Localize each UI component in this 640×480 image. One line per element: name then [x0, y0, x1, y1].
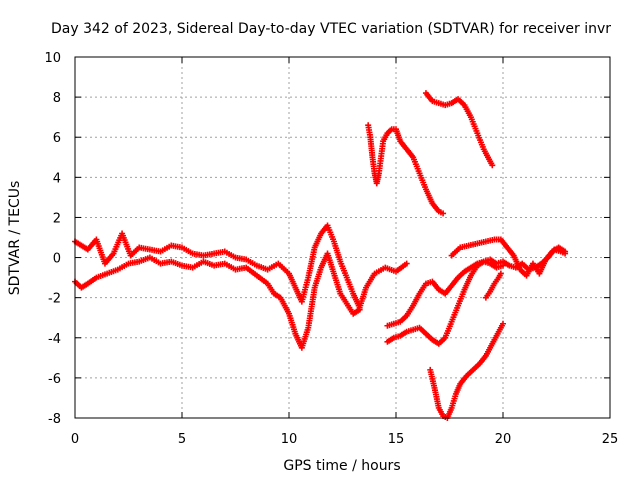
- series-main-band-upper: [72, 222, 410, 311]
- y-tick-label: -2: [48, 292, 61, 307]
- series-arc-lower-left: [384, 258, 506, 329]
- data-point: [403, 260, 410, 267]
- y-tick-label: 2: [53, 211, 61, 226]
- data-point: [356, 306, 363, 313]
- y-tick-label: 10: [44, 51, 61, 66]
- plot-frame: [74, 56, 611, 419]
- y-tick-label: 8: [53, 91, 61, 106]
- y-tick-label: 4: [53, 171, 61, 186]
- y-tick-label: 0: [53, 252, 61, 267]
- series-arc-top-right: [422, 90, 496, 169]
- y-tick-label: -6: [48, 372, 61, 387]
- data-point: [440, 210, 447, 217]
- x-tick-label: 0: [71, 432, 79, 447]
- axis-ticks: 0 5 10 15 20 25 -8 -6 -4 -2 0 2 4 6 8 10: [44, 51, 618, 447]
- y-axis-label: SDTVAR / TECUs: [7, 181, 23, 296]
- chart-title: Day 342 of 2023, Sidereal Day-to-day VTE…: [51, 21, 611, 37]
- x-tick-label: 10: [281, 432, 298, 447]
- data-point: [562, 248, 569, 255]
- series-arc-bottom: [427, 320, 506, 421]
- x-tick-label: 5: [178, 432, 186, 447]
- series-main-band-lower: [72, 250, 363, 351]
- y-tick-label: -4: [48, 332, 61, 347]
- x-tick-label: 15: [388, 432, 405, 447]
- data-point: [500, 320, 506, 327]
- y-tick-label: -8: [48, 412, 61, 427]
- x-tick-label: 20: [495, 432, 512, 447]
- grid-lines: [75, 57, 610, 418]
- data-point: [497, 270, 504, 277]
- series-right-cluster: [448, 236, 569, 279]
- series-arc-upper-middle: [365, 122, 447, 217]
- data-point: [489, 162, 496, 169]
- data-markers: [72, 90, 569, 421]
- x-tick-label: 25: [602, 432, 619, 447]
- y-tick-label: 6: [53, 131, 61, 146]
- x-axis-label: GPS time / hours: [283, 458, 400, 474]
- series-short-descent: [482, 270, 504, 301]
